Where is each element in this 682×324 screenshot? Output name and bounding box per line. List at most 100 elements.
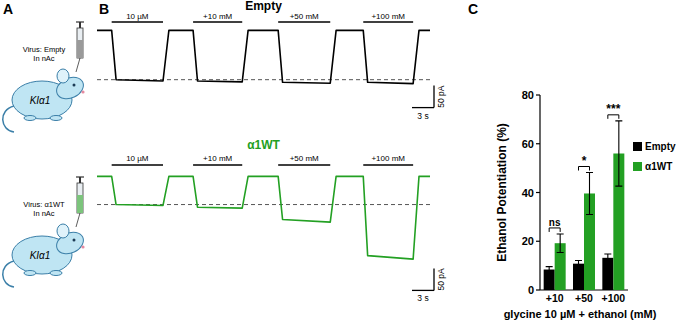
application-label: +10 mM: [203, 12, 232, 21]
panel-label: C: [468, 1, 478, 17]
error-bar: [615, 121, 622, 186]
error-bar: [575, 261, 582, 267]
legend-label: Empty: [645, 141, 676, 152]
application-bar: [278, 164, 330, 165]
mouse-foot: [24, 271, 36, 276]
panel-label: B: [99, 1, 109, 17]
mouse-illustration: Virus: EmptyIn nAc KIα1: [3, 22, 87, 132]
mouse-nose: [81, 245, 84, 248]
legend-label: α1WT: [645, 161, 672, 172]
y-tick: [536, 241, 540, 242]
y-tick-label: 40: [522, 187, 534, 199]
y-tick: [536, 94, 540, 95]
y-axis-title: Ethanol Potentiation (%): [495, 123, 509, 262]
application-label: +10 mM: [203, 154, 232, 163]
trace-panel: Empty 10 µM +10 mM +50 mM +100 mM 50 pA 3 s: [97, 0, 446, 121]
legend-swatch: [633, 142, 642, 151]
y-tick: [536, 143, 540, 144]
y-tick-label: 60: [522, 138, 534, 150]
scale-bar-y: [433, 268, 434, 290]
significance-label: ***: [606, 102, 620, 116]
error-bar: [604, 254, 611, 262]
x-tick-label: +10: [546, 292, 564, 304]
error-bar: [557, 234, 564, 253]
scale-bar-x: [412, 290, 434, 291]
y-tick-label: 20: [522, 235, 534, 247]
bar-chart: 0 20 40 60 80 Ethanol Potentiation (%) +10 +50 +…: [495, 89, 676, 320]
bars: [544, 121, 625, 290]
mouse-illustration: Virus: α1WTIn nAc KIα1: [3, 177, 87, 287]
syringe-barrel: [77, 28, 83, 58]
application-bar: [278, 21, 330, 22]
y-tick-label: 80: [522, 89, 534, 101]
mouse-tail: [3, 106, 14, 132]
x-axis-title: glycine 10 µM + ethanol (mM): [504, 308, 657, 320]
syringe-needle: [76, 58, 80, 72]
application-label: 10 µM: [126, 154, 149, 163]
application-bar: [112, 164, 163, 165]
scale-bar-label: 3 s: [417, 111, 428, 121]
figure: ABCVirus: EmptyIn nAcKIα1Virus: α1WTIn n…: [0, 0, 682, 324]
virus-label: Virus: Empty: [23, 45, 66, 54]
y-tick-label: 0: [528, 284, 534, 296]
trace-data: [97, 30, 430, 83]
mouse-tail: [3, 261, 14, 287]
application-label: +100 mM: [371, 12, 405, 21]
x-tick-label: +100: [602, 292, 626, 304]
syringe-plunger: [76, 176, 84, 177]
application-bar: [112, 21, 163, 22]
significance-bracket: [549, 228, 560, 232]
application-label: +100 mM: [371, 154, 405, 163]
bar: [573, 264, 584, 290]
application-bar: [193, 21, 242, 22]
current-trace: [97, 30, 430, 83]
mouse-eye: [73, 84, 76, 87]
panel-label: A: [3, 1, 13, 17]
syringe-plunger: [76, 21, 84, 22]
mouse-ear: [57, 224, 69, 238]
application-bar: [363, 164, 413, 165]
significance-label: ns: [549, 217, 561, 228]
trace-title: Empty: [245, 0, 282, 13]
mouse-nose: [81, 90, 84, 93]
error-bar: [586, 173, 593, 215]
y-tick: [536, 192, 540, 193]
application-bar: [193, 164, 242, 165]
trace-title: α1WT: [247, 138, 280, 152]
mouse-foot: [50, 271, 62, 276]
y-tick: [536, 289, 540, 290]
error-bar: [546, 267, 553, 273]
scale-bar-y: [433, 86, 434, 108]
site-label: In nAc: [33, 209, 55, 218]
syringe-needle: [76, 213, 80, 227]
trace-panel: α1WT 10 µM +10 mM +50 mM +100 mM 50 pA 3 s: [97, 138, 446, 303]
trace-data: [97, 176, 430, 259]
bar: [602, 258, 613, 290]
scale-bar-label: 50 pA: [436, 268, 446, 291]
syringe-plunger: [79, 177, 81, 183]
significance-label: *: [582, 154, 587, 168]
legend: Empty α1WT: [633, 141, 676, 172]
scale-bar-label: 3 s: [417, 293, 428, 303]
application-label: 10 µM: [126, 12, 149, 21]
x-tick-label: +50: [575, 292, 593, 304]
syringe-plunger: [79, 22, 81, 28]
scale-bar-label: 50 pA: [436, 85, 446, 108]
mouse-ear: [57, 69, 69, 83]
application-label: +50 mM: [290, 154, 319, 163]
current-trace: [97, 176, 430, 259]
scale-bar-x: [412, 107, 434, 108]
genotype-label: KIα1: [30, 95, 51, 106]
application-label: +50 mM: [290, 12, 319, 21]
virus-label: Virus: α1WT: [23, 200, 65, 209]
syringe-fluid: [77, 195, 83, 213]
legend-swatch: [633, 162, 642, 171]
mouse-foot: [24, 116, 36, 121]
application-bar: [363, 21, 413, 22]
syringe-fluid: [77, 40, 83, 58]
syringe-barrel: [77, 183, 83, 213]
site-label: In nAc: [33, 54, 55, 63]
mouse-eye: [73, 239, 76, 242]
genotype-label: KIα1: [30, 250, 51, 261]
mouse-foot: [50, 116, 62, 121]
